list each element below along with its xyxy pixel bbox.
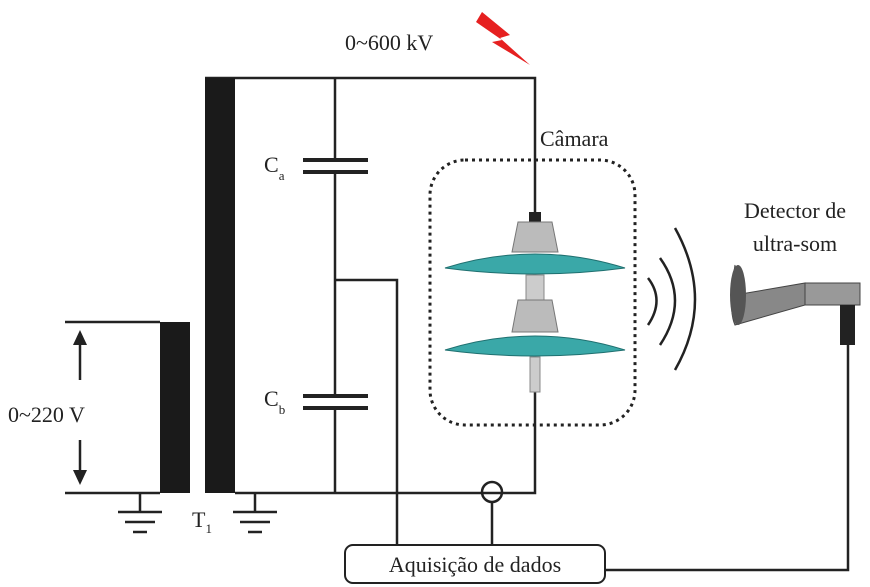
detector xyxy=(730,264,861,345)
detector-label: ultra-som xyxy=(753,231,837,256)
sound-waves xyxy=(646,227,697,371)
wires xyxy=(65,76,850,572)
acquisition-label: Aquisição de dados xyxy=(389,552,561,577)
capacitor-label: Cb xyxy=(264,386,285,417)
lightning xyxy=(476,12,530,65)
symbol: C xyxy=(264,386,279,411)
detector-label: Detector de xyxy=(744,198,846,223)
symbol: T xyxy=(192,507,206,532)
transformer-label: T1 xyxy=(192,507,212,536)
input-voltage: 0~220 V xyxy=(8,402,85,427)
chamber-label: Câmara xyxy=(540,126,609,151)
subscript: a xyxy=(279,168,285,183)
subscript: 1 xyxy=(205,521,212,536)
symbol: C xyxy=(264,152,279,177)
insulator xyxy=(444,212,626,393)
acquisition-box xyxy=(344,544,606,584)
secondary-coil xyxy=(205,78,235,493)
capacitor-label: Ca xyxy=(264,152,285,183)
primary-coil xyxy=(160,322,190,493)
source-voltage: 0~600 kV xyxy=(345,30,433,55)
chamber xyxy=(428,158,637,427)
subscript: b xyxy=(279,402,286,417)
